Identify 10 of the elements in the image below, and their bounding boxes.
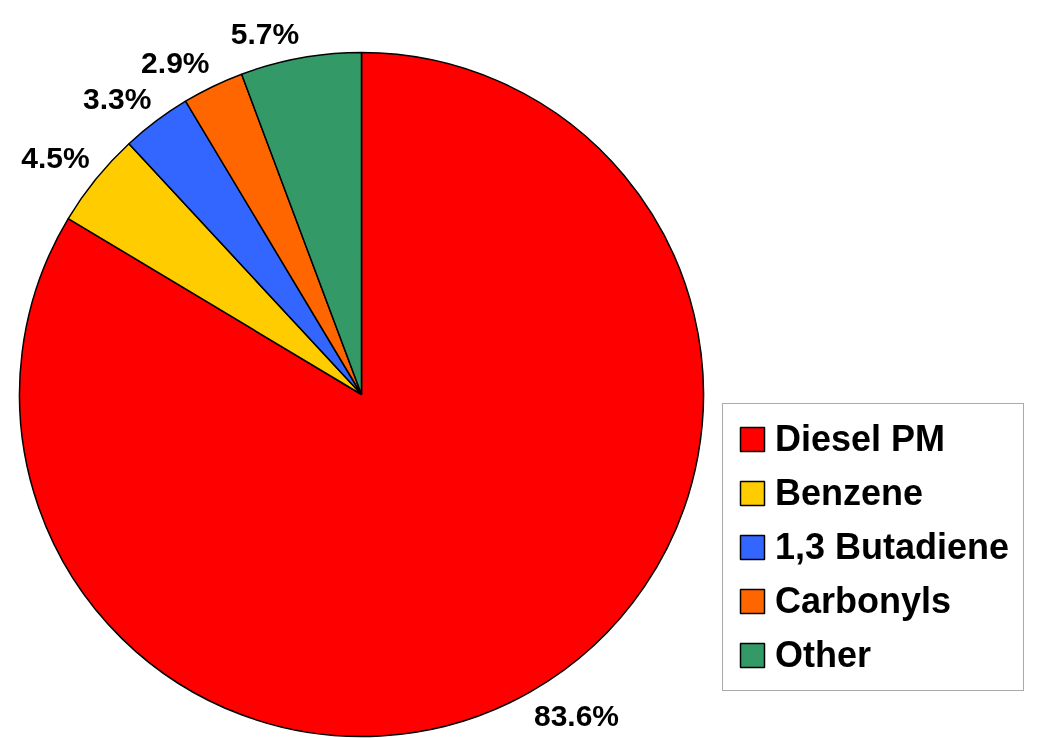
data-label: 83.6% xyxy=(533,699,620,733)
data-label: 3.3% xyxy=(82,81,152,115)
data-label: 4.5% xyxy=(21,140,90,174)
legend-label: Benzene xyxy=(775,472,924,514)
legend-label: Carbonyls xyxy=(775,580,952,622)
legend-label: Other xyxy=(775,634,872,676)
legend-label: Diesel PM xyxy=(775,418,946,460)
legend-label: 1,3 Butadiene xyxy=(775,526,1010,568)
data-label: 5.7% xyxy=(230,17,300,51)
data-label: 2.9% xyxy=(141,46,210,80)
